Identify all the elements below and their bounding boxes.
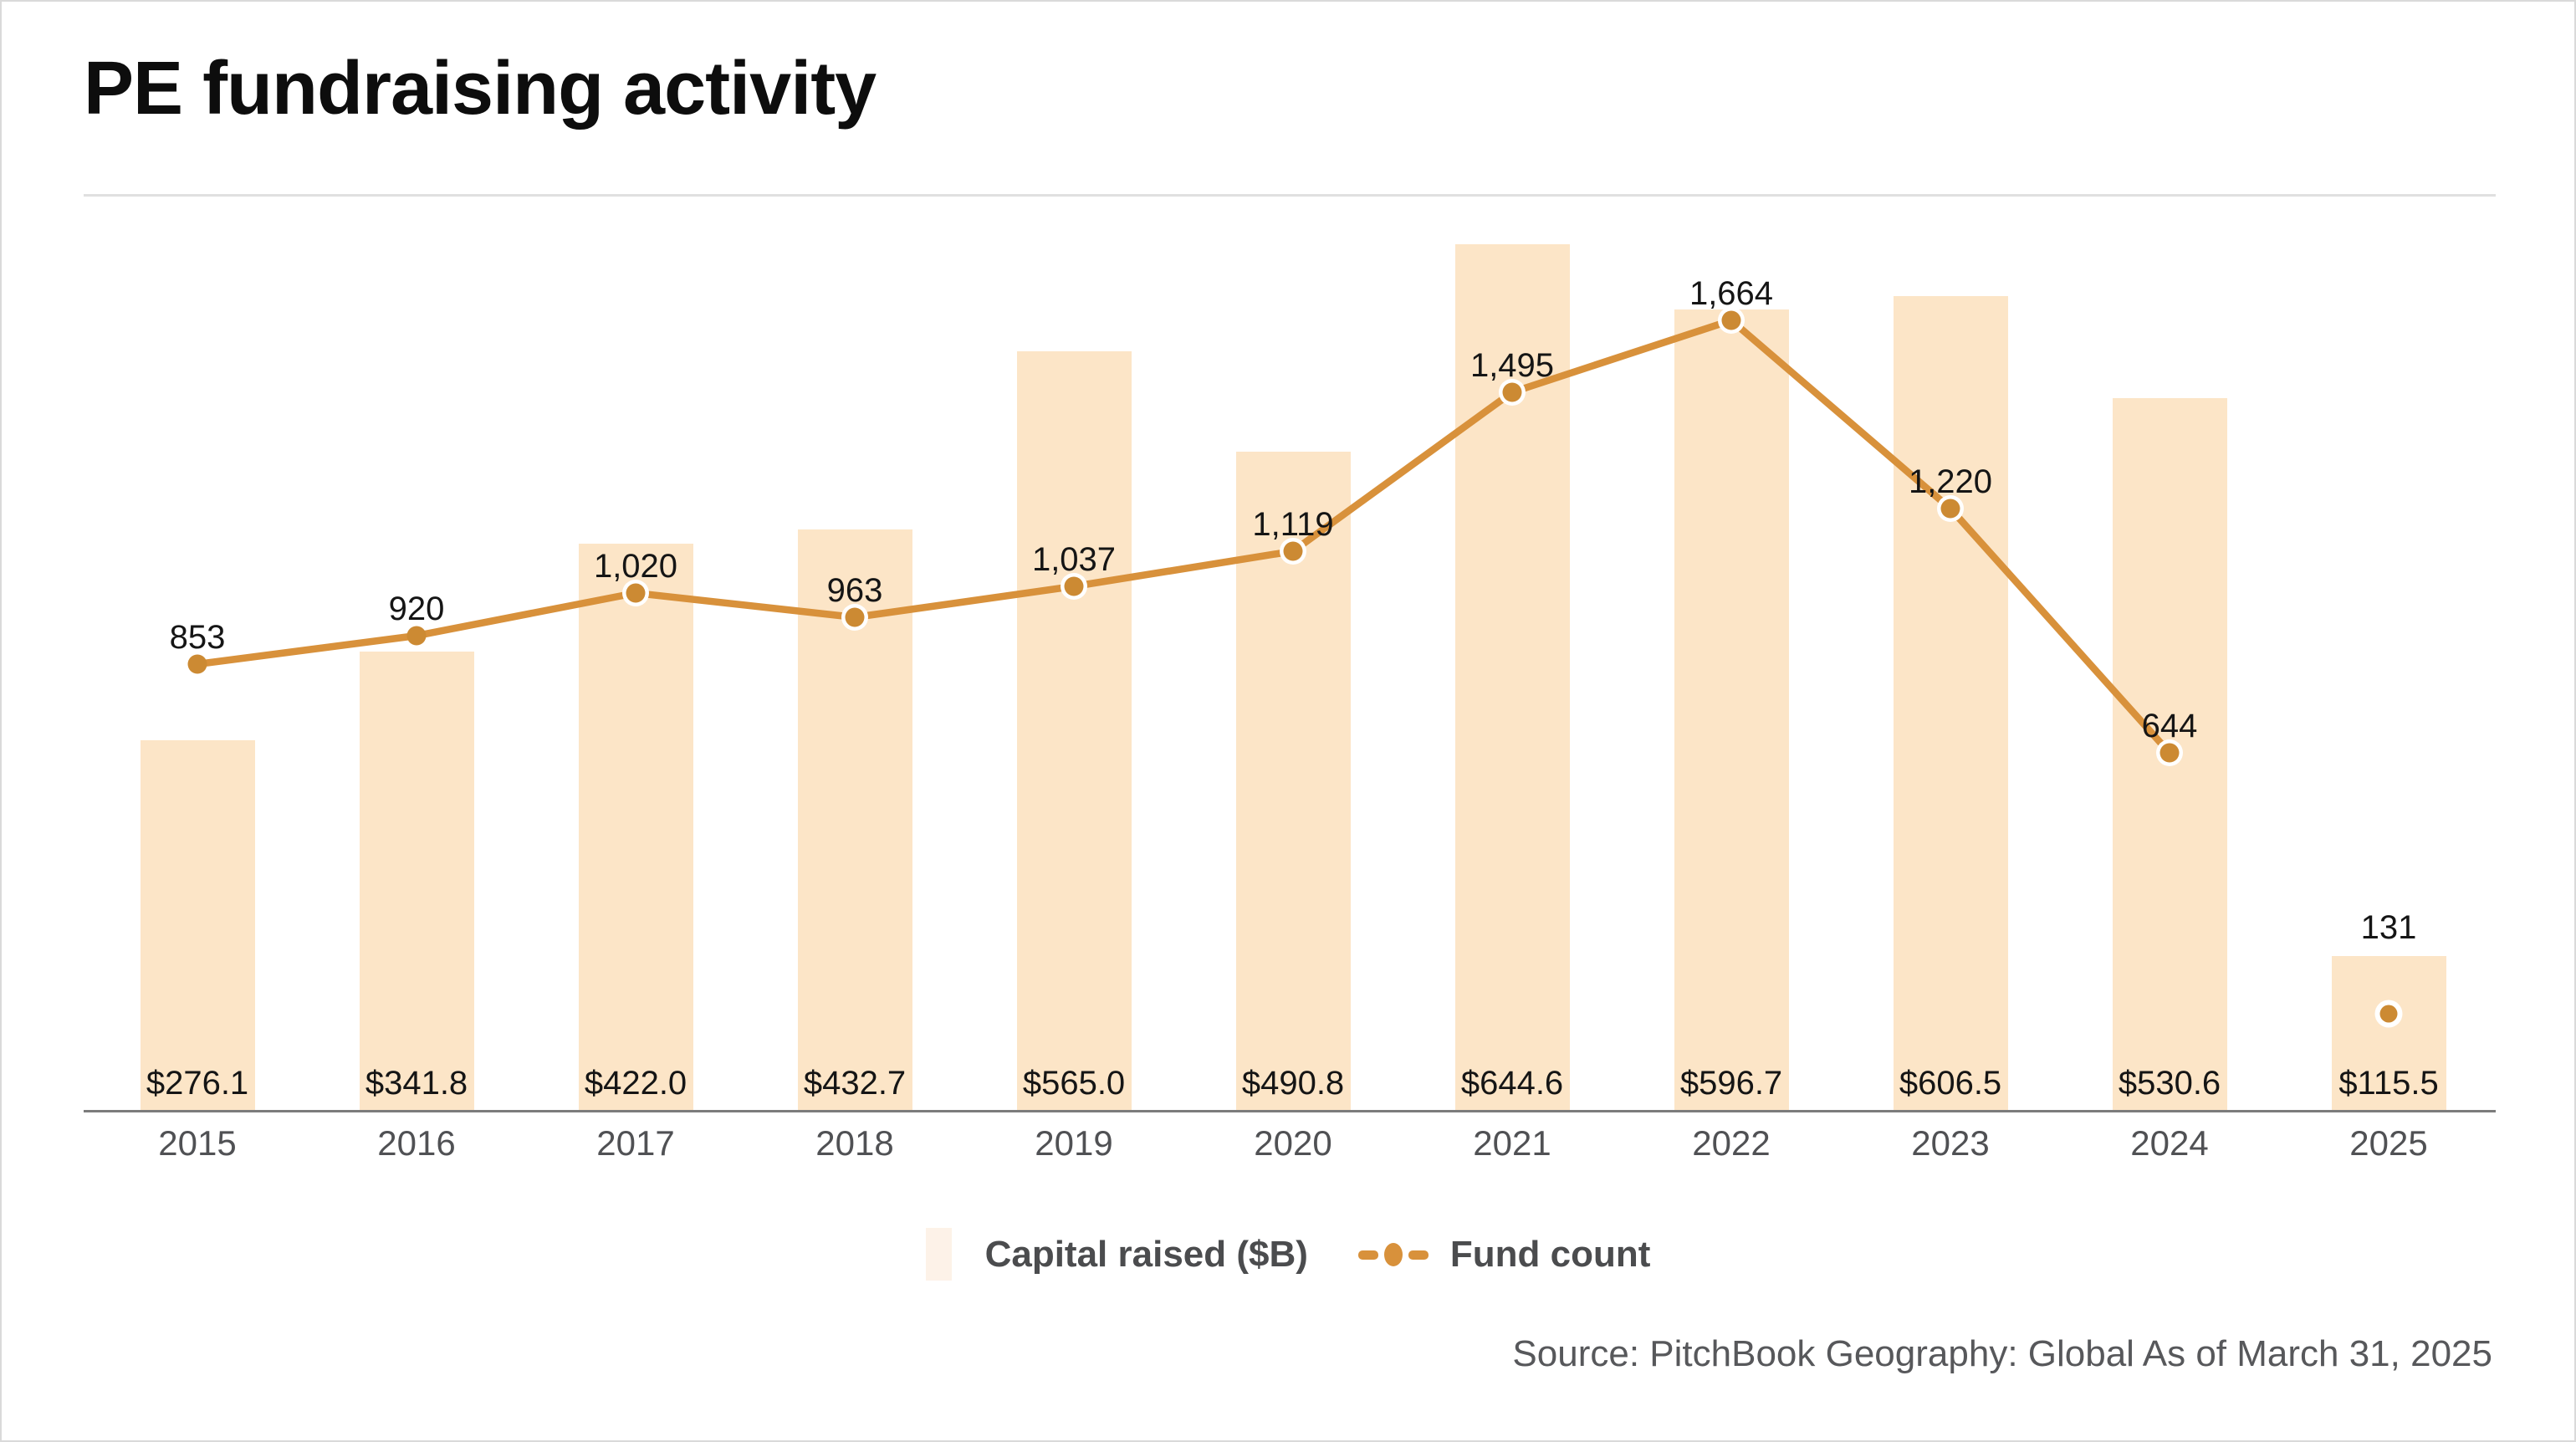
capital-value-label: $565.0 (1022, 1065, 1126, 1102)
fund-count-label: 1,119 (1252, 506, 1334, 543)
fund-count-label: 644 (2141, 708, 2198, 744)
fund-count-point (2159, 743, 2180, 763)
fund-count-line-path (197, 316, 2173, 755)
legend: Capital raised ($B) Fund count (2, 1228, 2574, 1281)
fund-count-point (1502, 382, 1522, 402)
dash-dot-line-icon (1357, 1242, 1429, 1266)
fund-count-point (626, 583, 646, 603)
fund-count-point (1721, 310, 1741, 330)
x-axis-label-2022: 2022 (1692, 1123, 1771, 1163)
title-divider (84, 194, 2496, 197)
bar-2019: $565.0 (1016, 351, 1132, 1112)
x-axis-label-2018: 2018 (815, 1123, 894, 1163)
bar-2017: $422.0 (578, 544, 693, 1112)
bar-2025: $115.5 (2331, 956, 2446, 1112)
capital-value-label: $644.6 (1460, 1065, 1564, 1102)
page-title: PE fundraising activity (84, 47, 877, 130)
x-axis-label-2019: 2019 (1035, 1123, 1113, 1163)
capital-value-label: $276.1 (146, 1065, 249, 1102)
x-axis-line (84, 1110, 2496, 1112)
fund-count-point (845, 607, 865, 627)
legend-item-fund: Fund count (1357, 1233, 1651, 1276)
capital-value-label: $596.7 (1679, 1065, 1783, 1102)
fund-count-point (187, 654, 207, 674)
bar-2015: $276.1 (140, 740, 255, 1112)
fund-count-point (1940, 499, 1960, 519)
capital-value-label: $422.0 (584, 1065, 687, 1102)
bar-2022: $596.7 (1674, 309, 1789, 1112)
x-axis-label-2025: 2025 (2349, 1123, 2428, 1163)
fund-count-label: 853 (169, 619, 226, 656)
fund-count-point (1283, 541, 1303, 561)
x-axis-label-2017: 2017 (596, 1123, 675, 1163)
fund-count-point (406, 626, 427, 646)
capital-value-label: $432.7 (803, 1065, 907, 1102)
fund-count-label: 1,495 (1469, 347, 1555, 384)
fund-count-label: 131 (2360, 909, 2417, 946)
fund-count-point (1064, 576, 1084, 596)
capital-value-label: $341.8 (365, 1065, 468, 1102)
capital-value-label: $606.5 (1899, 1065, 2002, 1102)
x-axis-label-2020: 2020 (1254, 1123, 1332, 1163)
fund-count-label: 920 (388, 591, 445, 627)
fund-count-label: 1,020 (593, 548, 678, 585)
x-axis-label-2021: 2021 (1473, 1123, 1551, 1163)
bar-2016: $341.8 (359, 652, 474, 1112)
x-axis-label-2015: 2015 (158, 1123, 237, 1163)
source-note: Source: PitchBook Geography: Global As o… (1512, 1333, 2492, 1374)
bar-swatch-icon (925, 1228, 952, 1281)
fund-count-point (2379, 1005, 2398, 1023)
bar-2023: $606.5 (1893, 296, 2008, 1112)
x-axis-label-2016: 2016 (377, 1123, 456, 1163)
capital-value-label: $530.6 (2118, 1065, 2221, 1102)
legend-label-fund: Fund count (1449, 1233, 1651, 1275)
fund-count-label: 1,037 (1031, 541, 1117, 578)
capital-value-label: $490.8 (1241, 1065, 1345, 1102)
legend-item-capital: Capital raised ($B) (925, 1228, 1308, 1281)
x-axis-label-2024: 2024 (2130, 1123, 2209, 1163)
capital-value-label: $115.5 (2338, 1065, 2439, 1102)
fund-count-label: 1,220 (1908, 463, 1993, 500)
legend-label-capital: Capital raised ($B) (984, 1233, 1308, 1275)
fund-count-label: 963 (826, 572, 883, 609)
fund-count-label: 1,664 (1689, 275, 1774, 312)
x-axis-label-2023: 2023 (1911, 1123, 1990, 1163)
